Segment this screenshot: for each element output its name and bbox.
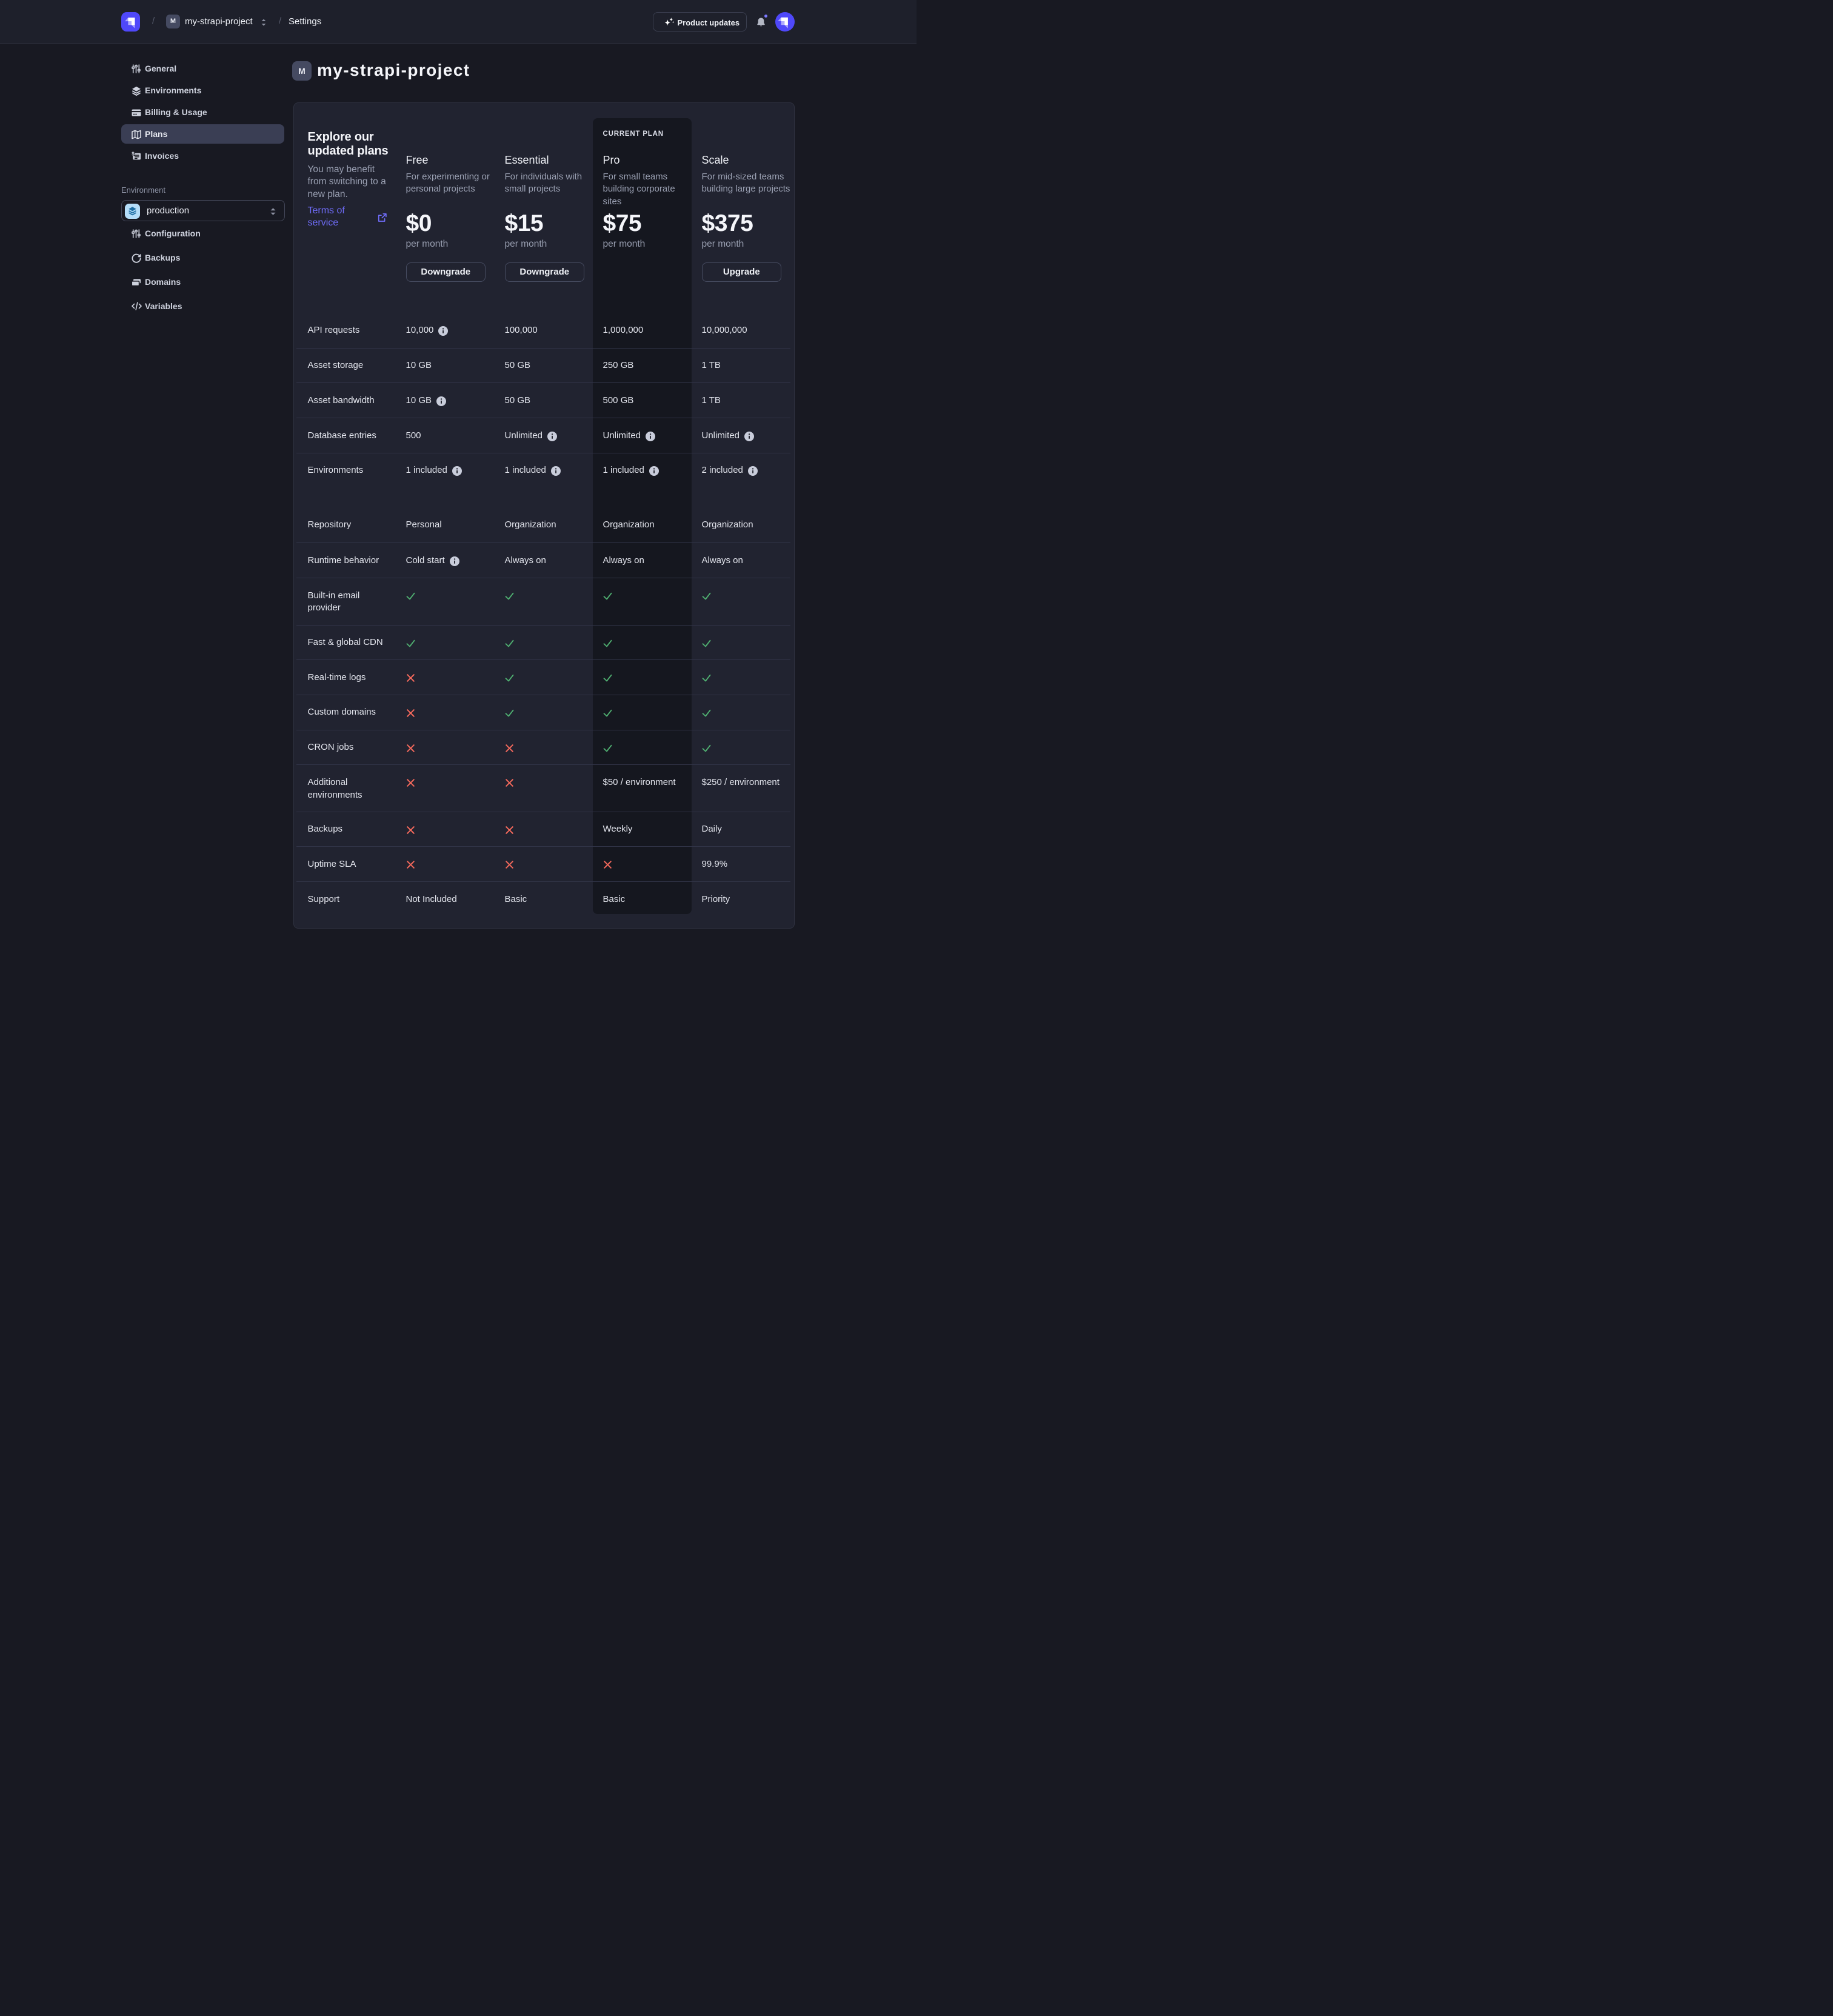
svg-text:$: $ [132, 152, 135, 156]
